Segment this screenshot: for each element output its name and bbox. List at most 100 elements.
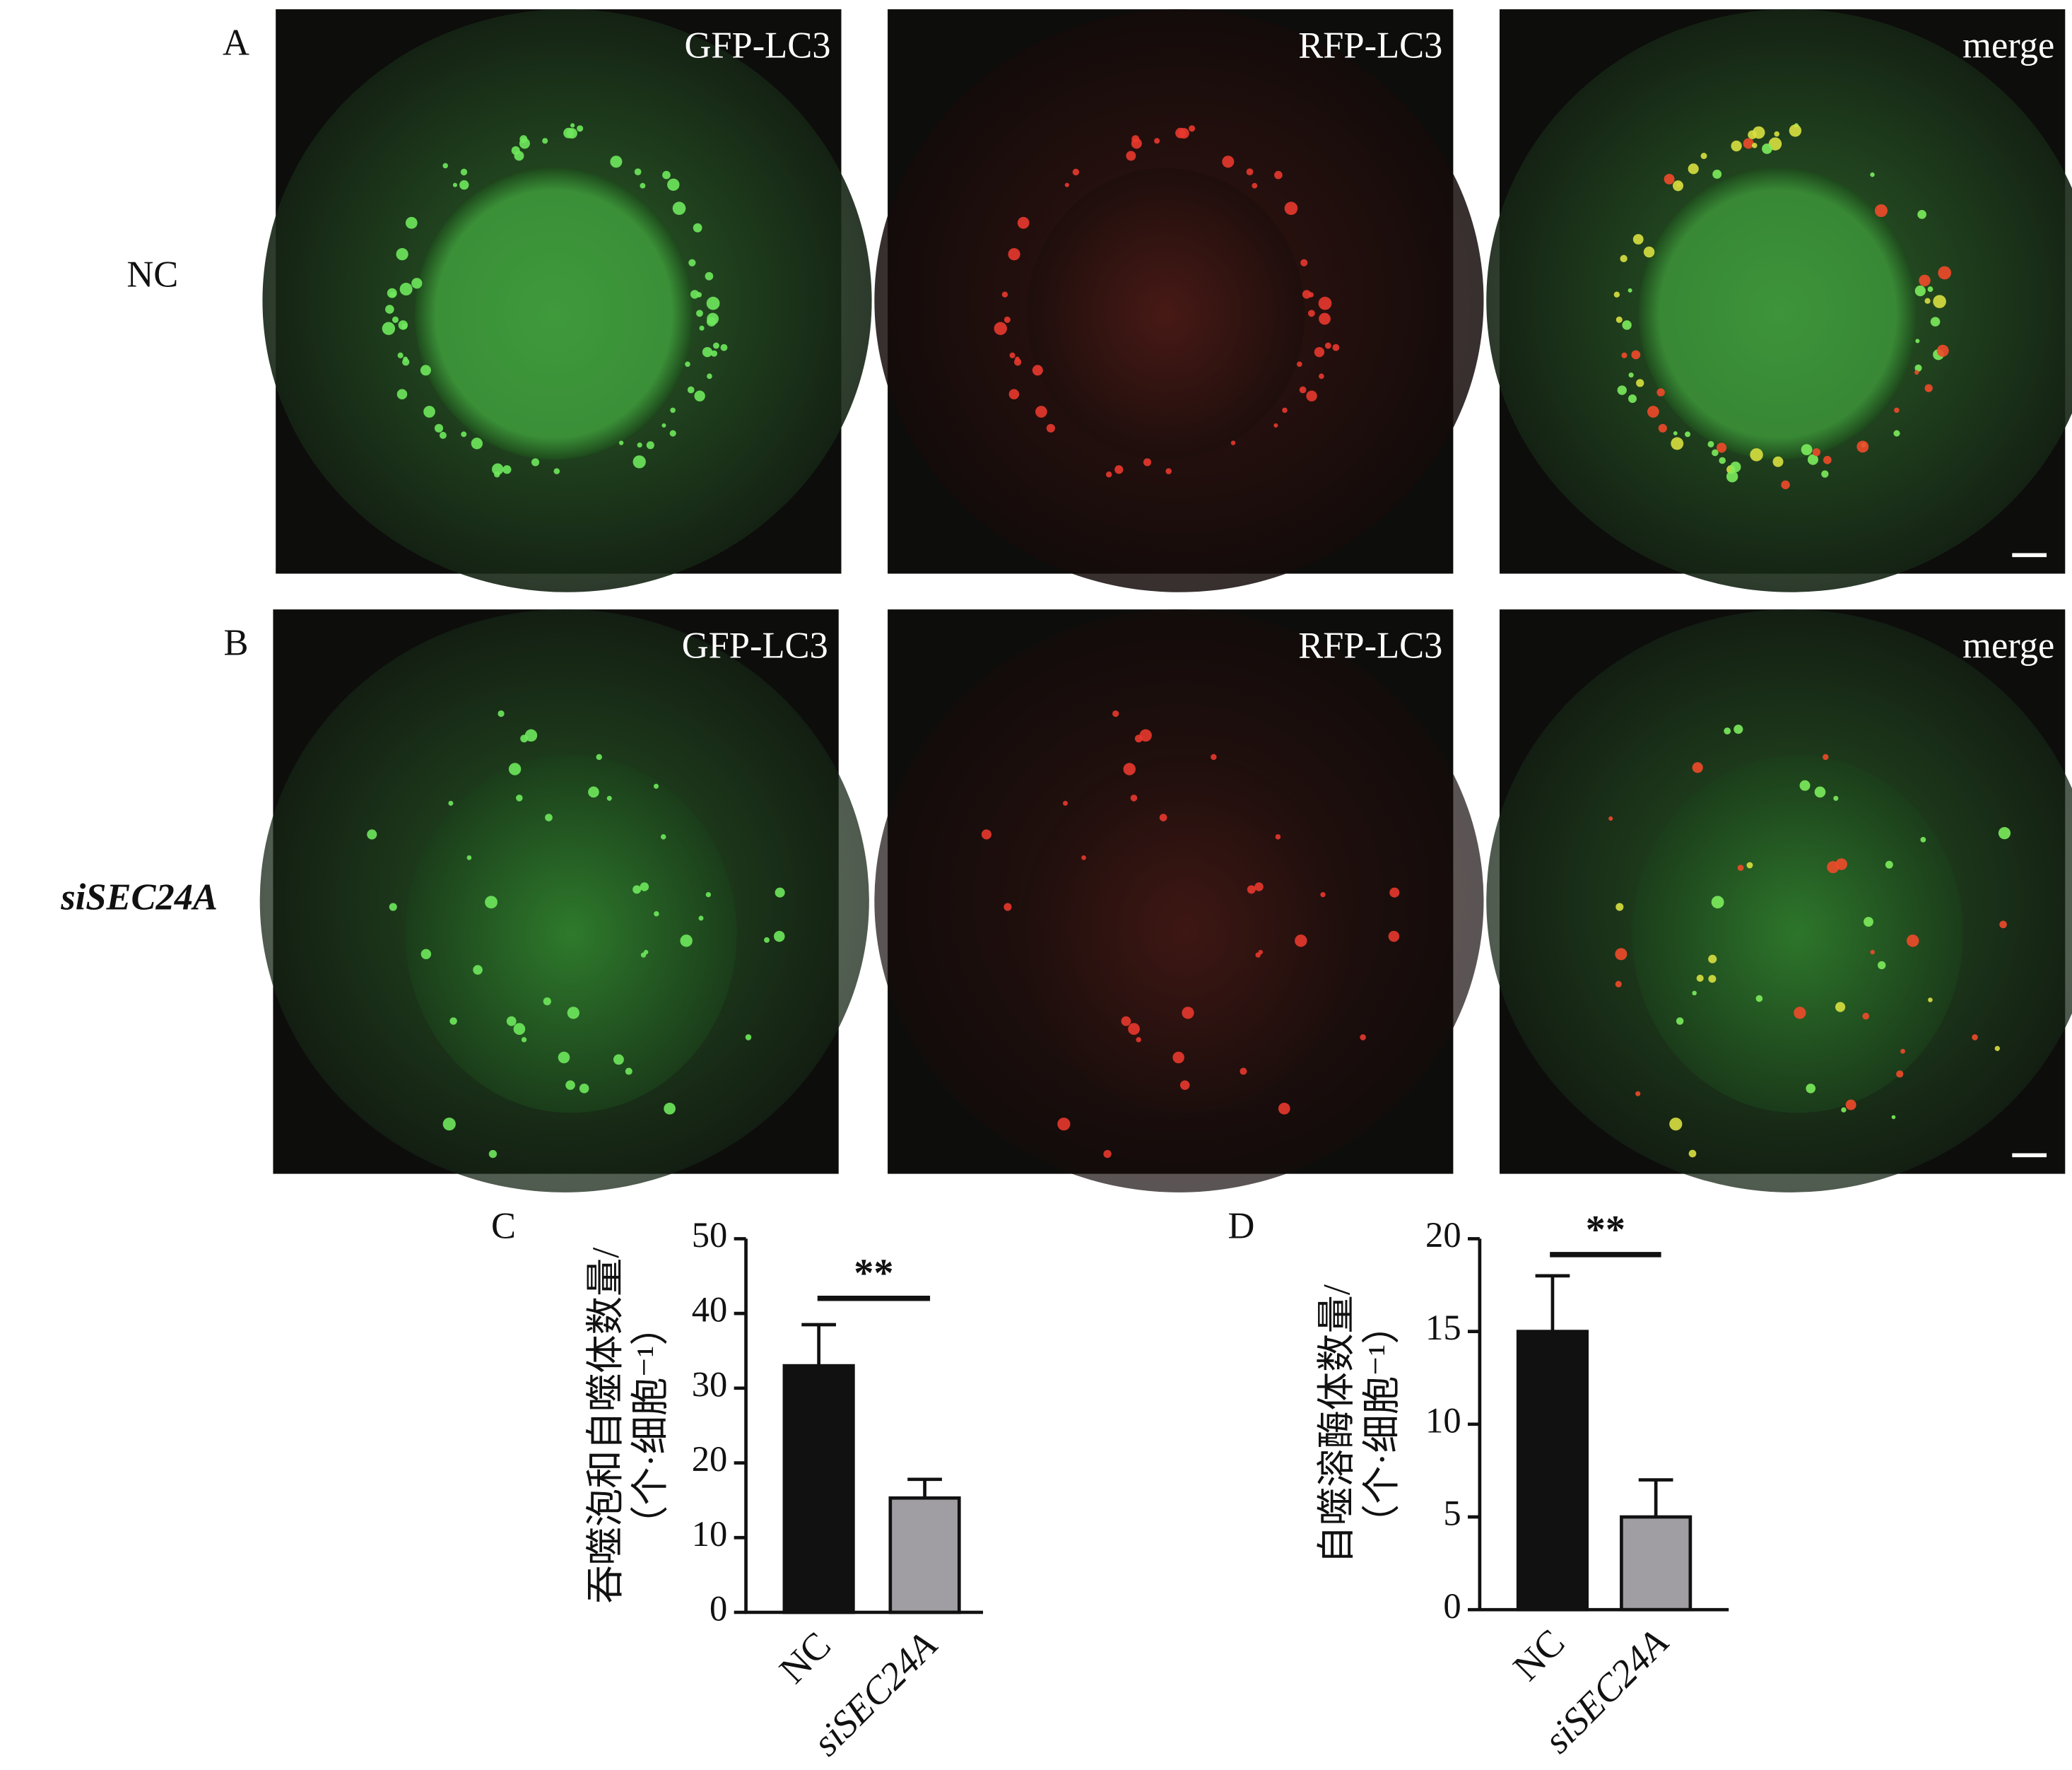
puncta xyxy=(1615,316,1623,323)
puncta xyxy=(696,310,703,317)
puncta xyxy=(1914,370,1919,375)
puncta xyxy=(1615,980,1622,987)
puncta xyxy=(1620,254,1627,262)
puncta xyxy=(1319,312,1331,325)
puncta xyxy=(698,915,704,921)
puncta xyxy=(1658,423,1667,433)
puncta xyxy=(1730,461,1741,473)
bar xyxy=(1516,1330,1589,1612)
puncta xyxy=(670,407,676,414)
puncta xyxy=(1128,1023,1140,1035)
puncta xyxy=(1676,1017,1684,1025)
nucleus xyxy=(1632,755,1963,1113)
puncta xyxy=(1731,140,1742,152)
puncta xyxy=(420,949,432,959)
puncta xyxy=(1319,373,1324,380)
puncta xyxy=(1081,855,1086,860)
puncta xyxy=(1123,763,1136,775)
puncta xyxy=(1891,1115,1896,1120)
puncta xyxy=(1994,1045,2000,1051)
y-axis-label: 吞噬泡和自噬体数量/ xyxy=(584,1247,627,1604)
puncta xyxy=(1222,156,1235,168)
puncta xyxy=(1617,385,1627,395)
y-axis-label: （个·细胞⁻¹） xyxy=(630,1307,672,1544)
puncta xyxy=(1389,887,1400,898)
nucleus xyxy=(1026,168,1305,460)
bar xyxy=(782,1364,855,1614)
puncta xyxy=(1621,352,1627,358)
puncta xyxy=(466,855,472,860)
puncta xyxy=(1999,920,2007,929)
puncta xyxy=(1924,384,1933,392)
puncta xyxy=(1003,903,1012,911)
puncta xyxy=(442,1118,456,1131)
puncta xyxy=(508,763,522,775)
puncta xyxy=(1717,443,1727,453)
y-tick-label: 15 xyxy=(1425,1308,1461,1347)
panel-label: D xyxy=(1228,1205,1255,1246)
puncta xyxy=(577,125,584,132)
puncta xyxy=(1631,350,1641,360)
y-tick-label: 10 xyxy=(1425,1400,1461,1440)
puncta xyxy=(1862,1012,1870,1020)
puncta xyxy=(1306,390,1317,402)
puncta xyxy=(1938,266,1952,280)
nucleus xyxy=(1638,168,1917,460)
puncta xyxy=(1252,182,1258,189)
puncta xyxy=(579,1084,589,1094)
puncta xyxy=(1696,974,1704,982)
puncta xyxy=(442,163,448,169)
puncta xyxy=(1172,1051,1184,1064)
puncta xyxy=(1247,885,1256,894)
x-tick-label: NC xyxy=(1505,1621,1573,1689)
puncta xyxy=(1821,470,1829,478)
puncta xyxy=(1182,1007,1194,1019)
puncta xyxy=(1726,471,1738,483)
puncta xyxy=(1009,352,1016,358)
channel-label: merge xyxy=(1962,25,2054,66)
puncta xyxy=(545,814,553,821)
puncta xyxy=(392,316,399,323)
panel-label: C xyxy=(491,1205,516,1246)
puncta xyxy=(1845,1099,1856,1110)
puncta xyxy=(1927,286,1933,292)
puncta xyxy=(694,390,705,402)
puncta xyxy=(1314,346,1325,358)
channel-label: RFP-LC3 xyxy=(1298,25,1442,66)
puncta xyxy=(389,903,397,911)
puncta xyxy=(420,365,431,376)
puncta xyxy=(542,138,548,144)
puncta xyxy=(1801,444,1813,456)
puncta xyxy=(981,829,992,840)
puncta xyxy=(1752,143,1758,148)
puncta xyxy=(1159,814,1167,821)
puncta xyxy=(1230,440,1236,445)
puncta xyxy=(1907,934,1919,947)
puncta xyxy=(1255,952,1261,958)
puncta xyxy=(566,128,577,139)
puncta xyxy=(702,346,713,358)
x-tick-label: NC xyxy=(771,1624,839,1692)
puncta xyxy=(1057,1118,1071,1131)
puncta xyxy=(506,1016,517,1026)
puncta xyxy=(669,430,676,437)
puncta xyxy=(1772,456,1784,467)
puncta xyxy=(402,358,410,366)
puncta xyxy=(531,458,540,467)
puncta xyxy=(1762,143,1772,154)
puncta xyxy=(411,278,423,289)
puncta xyxy=(543,997,551,1006)
puncta xyxy=(1746,862,1753,869)
puncta xyxy=(1928,997,1933,1002)
puncta xyxy=(1318,296,1332,310)
puncta xyxy=(1072,168,1080,176)
puncta xyxy=(423,406,435,418)
puncta xyxy=(565,1080,575,1090)
puncta xyxy=(1300,259,1308,266)
puncta xyxy=(513,1023,526,1035)
puncta xyxy=(1750,448,1763,462)
micrograph xyxy=(1486,609,2072,1192)
puncta xyxy=(1035,406,1047,418)
puncta xyxy=(1656,388,1665,397)
puncta xyxy=(1814,786,1826,798)
